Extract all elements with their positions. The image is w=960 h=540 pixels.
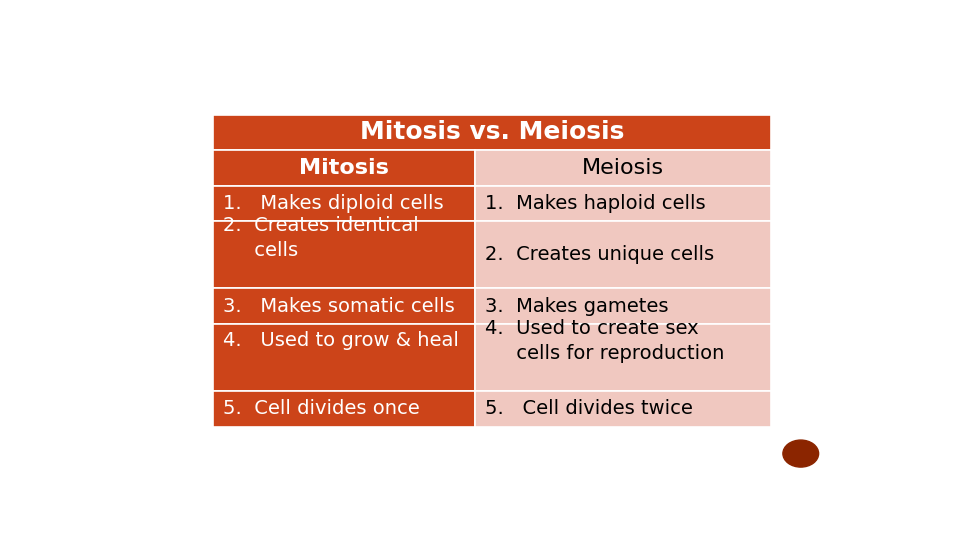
FancyBboxPatch shape [475,186,771,221]
FancyBboxPatch shape [213,150,475,186]
FancyBboxPatch shape [475,391,771,427]
Text: 1.   Makes diploid cells: 1. Makes diploid cells [223,194,444,213]
Text: 4.   Used to grow & heal: 4. Used to grow & heal [223,331,459,350]
FancyBboxPatch shape [475,324,771,391]
Text: Meiosis: Meiosis [582,158,664,178]
Text: Mitosis: Mitosis [300,158,389,178]
FancyBboxPatch shape [213,114,771,150]
Text: 3.   Makes somatic cells: 3. Makes somatic cells [223,296,454,316]
FancyBboxPatch shape [213,186,475,221]
Text: Mitosis vs. Meiosis: Mitosis vs. Meiosis [360,120,624,145]
FancyBboxPatch shape [213,221,475,288]
Text: 5.  Cell divides once: 5. Cell divides once [223,399,420,418]
Ellipse shape [783,440,819,467]
FancyBboxPatch shape [213,324,475,391]
Text: 4.  Used to create sex
     cells for reproduction: 4. Used to create sex cells for reproduc… [485,319,724,363]
FancyBboxPatch shape [475,150,771,186]
FancyBboxPatch shape [213,288,475,324]
Text: 3.  Makes gametes: 3. Makes gametes [485,296,668,316]
Text: 5.   Cell divides twice: 5. Cell divides twice [485,399,693,418]
Text: 2.  Creates unique cells: 2. Creates unique cells [485,245,714,265]
FancyBboxPatch shape [475,288,771,324]
Text: 2.  Creates identical
     cells: 2. Creates identical cells [223,216,419,260]
Text: 1.  Makes haploid cells: 1. Makes haploid cells [485,194,706,213]
FancyBboxPatch shape [213,391,475,427]
FancyBboxPatch shape [475,221,771,288]
